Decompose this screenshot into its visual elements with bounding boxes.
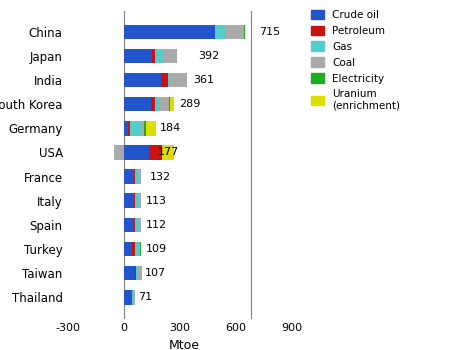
Bar — [124, 169, 134, 184]
Bar — [124, 25, 216, 39]
Bar — [141, 121, 144, 135]
Bar — [146, 121, 156, 135]
Text: 177: 177 — [158, 147, 180, 158]
Bar — [162, 49, 177, 63]
Bar — [152, 49, 155, 63]
Bar — [124, 49, 152, 63]
Bar — [124, 218, 134, 232]
Bar — [132, 242, 135, 256]
Bar — [124, 194, 134, 208]
Bar — [135, 169, 140, 184]
Bar — [140, 169, 141, 184]
Bar — [226, 25, 244, 39]
Text: 107: 107 — [145, 268, 166, 278]
Bar — [124, 97, 151, 111]
Bar — [130, 121, 141, 135]
Bar — [114, 145, 124, 160]
Bar — [155, 49, 162, 63]
Bar — [170, 97, 174, 111]
Bar — [135, 242, 139, 256]
Bar — [139, 242, 140, 256]
Bar — [244, 25, 245, 39]
Text: 361: 361 — [193, 75, 214, 85]
Bar — [124, 266, 135, 280]
Bar — [124, 145, 149, 160]
Bar — [140, 218, 141, 232]
Bar — [134, 194, 135, 208]
Bar — [162, 145, 174, 160]
Bar — [161, 73, 168, 87]
Bar — [140, 194, 141, 208]
Bar — [134, 218, 135, 232]
Bar — [131, 290, 132, 304]
Text: 715: 715 — [259, 27, 280, 37]
Bar — [169, 97, 170, 111]
Text: 71: 71 — [139, 292, 153, 302]
Bar — [128, 121, 130, 135]
Bar — [137, 266, 142, 280]
Bar — [135, 266, 136, 280]
X-axis label: Mtoe: Mtoe — [169, 339, 200, 350]
Bar — [135, 194, 140, 208]
Text: 392: 392 — [198, 51, 220, 61]
Text: 112: 112 — [146, 220, 167, 230]
Bar — [133, 290, 135, 304]
Bar — [124, 121, 128, 135]
Bar — [151, 97, 155, 111]
Bar — [134, 169, 135, 184]
Bar — [124, 290, 131, 304]
Bar — [144, 121, 146, 135]
Bar — [216, 25, 226, 39]
Text: 132: 132 — [150, 172, 171, 182]
Text: 184: 184 — [160, 123, 181, 133]
Bar — [155, 97, 159, 111]
Legend: Crude oil, Petroleum, Gas, Coal, Electricity, Uranium
(enrichment): Crude oil, Petroleum, Gas, Coal, Electri… — [311, 9, 400, 111]
Bar — [159, 97, 169, 111]
Bar — [135, 218, 140, 232]
Bar — [149, 145, 162, 160]
Bar — [124, 242, 132, 256]
Text: 109: 109 — [145, 244, 166, 254]
Text: 289: 289 — [179, 99, 201, 109]
Bar — [132, 290, 133, 304]
Bar — [168, 73, 170, 87]
Bar — [170, 73, 187, 87]
Text: 113: 113 — [146, 196, 167, 206]
Bar — [124, 73, 161, 87]
Bar — [136, 266, 137, 280]
